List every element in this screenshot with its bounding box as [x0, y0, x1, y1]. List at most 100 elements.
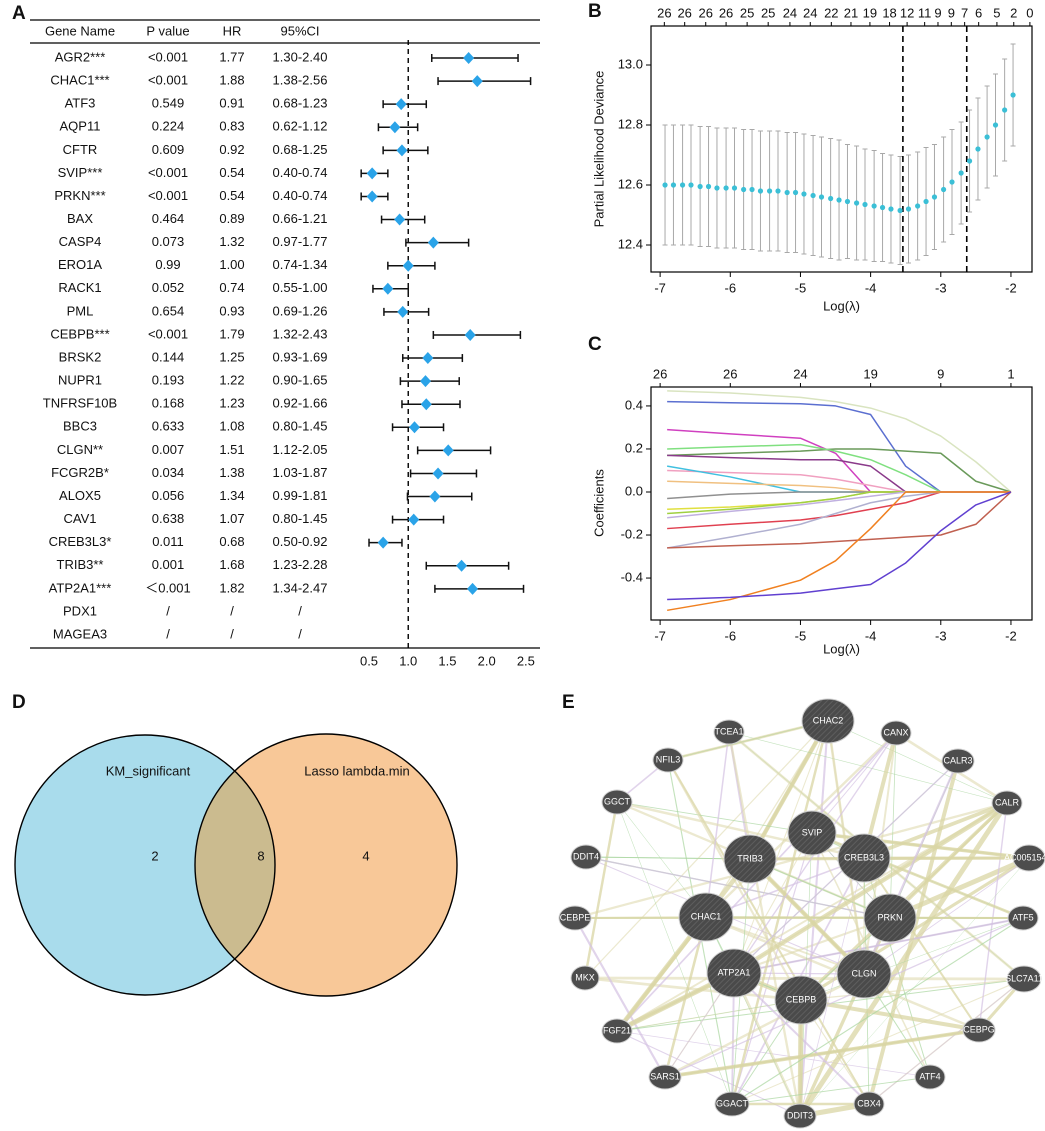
edge: [733, 720, 829, 974]
edge: [728, 731, 1008, 804]
table-cell: /: [298, 603, 302, 618]
table-cell: SVIP***: [58, 165, 103, 180]
edge: [827, 720, 1008, 804]
coefficient-path: [667, 448, 1012, 493]
table-cell: 0.80-1.45: [273, 511, 328, 526]
node: [1006, 965, 1042, 993]
table-cell: 0.224: [152, 119, 185, 134]
table-cell: 0.55-1.00: [273, 280, 328, 295]
table-cell: FCGR2B*: [51, 465, 109, 480]
edge: [727, 731, 802, 1117]
edge: [574, 801, 1008, 920]
hr-diamond: [402, 259, 414, 272]
top-tick-label: 26: [723, 366, 737, 381]
table-cell: ATP2A1***: [49, 580, 112, 595]
table-cell: 0.549: [152, 96, 185, 111]
top-tick-label: 6: [975, 5, 982, 20]
table-cell: 0.011: [152, 534, 184, 549]
edge: [868, 978, 1025, 1105]
edge: [574, 917, 666, 1078]
cv-point: [679, 182, 686, 188]
node-label: ATP2A1: [718, 967, 751, 977]
venn-set-label: Lasso lambda.min: [304, 763, 410, 778]
table-cell: 0.66-1.21: [273, 211, 328, 226]
node: [570, 844, 602, 870]
cv-point: [975, 146, 981, 152]
venn-set: [195, 734, 457, 996]
table-cell: 0.052: [152, 280, 185, 295]
cv-point: [801, 191, 807, 197]
table-cell: 1.34-2.47: [273, 580, 328, 595]
node-label: FGF21: [603, 1025, 631, 1035]
column-header: P value: [146, 23, 189, 38]
x-tick-label: -3: [935, 280, 947, 295]
node-label: CANX: [883, 727, 908, 737]
table-cell: 0.638: [152, 511, 185, 526]
table-cell: 0.92-1.66: [273, 396, 328, 411]
cv-point: [749, 186, 755, 193]
venn-set: [15, 735, 275, 995]
edge: [664, 972, 865, 1079]
cv-point: [984, 134, 990, 140]
node-label: MKX: [575, 972, 595, 982]
venn-count: 4: [362, 848, 369, 863]
node: [914, 1064, 946, 1090]
cv-point: [731, 185, 738, 191]
edge: [664, 1028, 980, 1079]
cv-point: [818, 194, 825, 200]
node: [601, 789, 633, 815]
table-cell: <0.001: [148, 188, 188, 203]
table-cell: AGR2***: [55, 49, 106, 64]
table-cell: 0.50-0.92: [273, 534, 328, 549]
table-cell: 0.68: [219, 534, 244, 549]
x-axis-label: Log(λ): [823, 641, 860, 656]
top-tick-label: 25: [761, 5, 775, 20]
table-cell: 0.056: [152, 488, 185, 503]
table-cell: 1.23-2.28: [273, 557, 328, 572]
x-tick-label: 0.5: [360, 653, 378, 668]
cv-point: [871, 203, 877, 209]
x-tick-label: -3: [935, 628, 947, 643]
y-tick-label: 0.4: [625, 397, 643, 412]
y-tick-label: 12.8: [618, 116, 643, 131]
table-cell: BAX: [67, 211, 93, 226]
edge: [867, 760, 960, 1105]
top-tick-label: 26: [653, 366, 667, 381]
x-tick-label: -4: [865, 280, 877, 295]
edge: [667, 759, 870, 1105]
table-cell: 0.99: [155, 257, 180, 272]
edge: [615, 857, 752, 1033]
x-tick-label: -5: [795, 280, 807, 295]
node-label: CEBPB: [786, 994, 817, 1004]
node: [723, 834, 777, 884]
cv-point: [757, 188, 764, 194]
y-tick-label: -0.4: [621, 569, 643, 584]
top-tick-label: 26: [657, 5, 671, 20]
panel-label: C: [588, 334, 602, 355]
hr-diamond: [366, 167, 378, 180]
hr-diamond: [394, 213, 406, 226]
cv-point: [784, 189, 790, 196]
node: [991, 790, 1023, 816]
cv-point: [915, 203, 921, 209]
hr-diamond: [464, 328, 476, 341]
top-tick-label: 19: [863, 366, 877, 381]
node: [713, 719, 745, 745]
table-cell: 1.68: [219, 557, 244, 572]
node: [941, 748, 975, 774]
coefficient-path: [667, 454, 1011, 493]
edge: [584, 720, 829, 979]
table-cell: AQP11: [60, 119, 101, 134]
table-cell: <0.001: [148, 73, 188, 88]
table-cell: 0.93: [219, 303, 244, 318]
node-label: CHAC1: [691, 911, 722, 921]
table-cell: ERO1A: [58, 257, 102, 272]
table-cell: 1.32-2.43: [273, 326, 328, 341]
hr-diamond: [396, 144, 408, 157]
cv-point: [662, 182, 668, 188]
node: [558, 905, 592, 931]
node: [648, 1064, 682, 1090]
node-label: ATF4: [919, 1071, 940, 1081]
edge: [863, 857, 980, 1031]
